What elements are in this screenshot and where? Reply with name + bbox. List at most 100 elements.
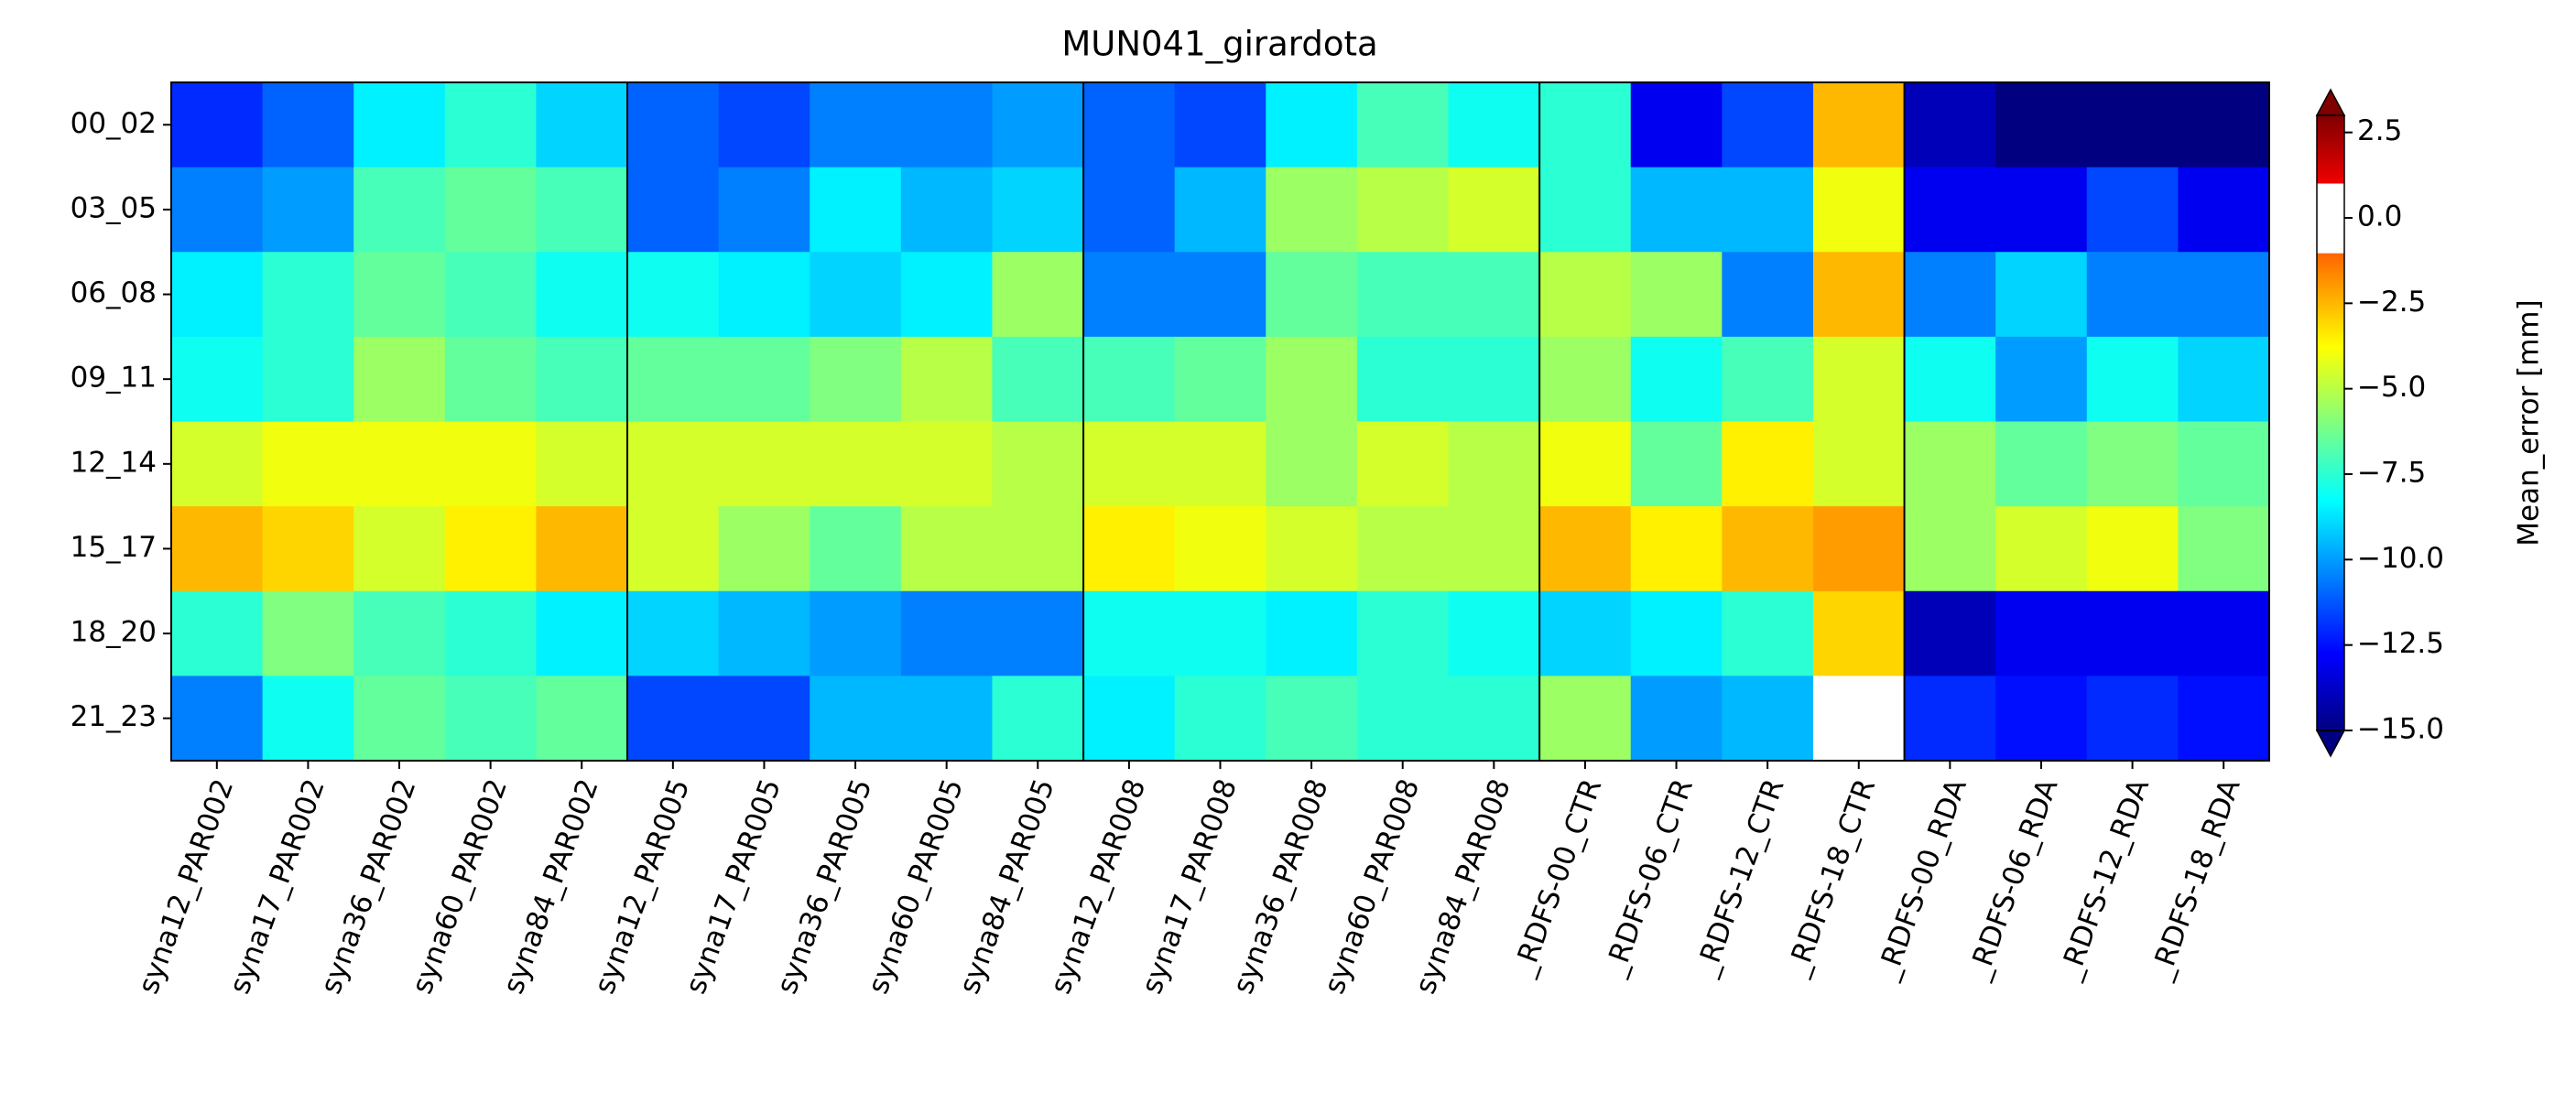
heatmap-cell xyxy=(1266,336,1358,422)
colorbar-band xyxy=(2317,566,2344,569)
colorbar-band xyxy=(2317,365,2344,369)
heatmap-cell xyxy=(444,421,537,507)
heatmap-cell xyxy=(1722,252,1814,338)
heatmap-cell xyxy=(1539,336,1632,422)
colorbar-frame xyxy=(2316,114,2345,731)
heatmap-cell xyxy=(1266,506,1358,592)
heatmap-cell xyxy=(718,506,810,592)
colorbar-band xyxy=(2317,394,2344,397)
colorbar-band xyxy=(2317,256,2344,260)
colorbar-band xyxy=(2317,519,2344,523)
heatmap-cell xyxy=(1995,676,2088,762)
colorbar-band xyxy=(2317,281,2344,285)
colorbar-band xyxy=(2317,254,2344,258)
colorbar-band xyxy=(2317,611,2344,614)
colorbar-band xyxy=(2317,347,2344,350)
colorbar-band xyxy=(2317,599,2344,602)
x-tick-label: syna17_PAR008 xyxy=(1136,774,1244,998)
heatmap-cell xyxy=(1083,506,1176,592)
colorbar-band xyxy=(2317,418,2344,422)
colorbar-band xyxy=(2317,509,2344,512)
heatmap-cell xyxy=(1083,252,1176,338)
colorbar-tick-label: −10.0 xyxy=(2357,542,2444,575)
x-tick-label: _RDFS-18_RDA xyxy=(2144,774,2247,984)
colorbar-band xyxy=(2317,460,2344,463)
heatmap-cell xyxy=(992,167,1084,253)
colorbar-band xyxy=(2317,546,2344,549)
heatmap-cell xyxy=(1904,82,1996,168)
heatmap-cell xyxy=(536,252,628,338)
colorbar-band xyxy=(2317,676,2344,680)
heatmap-cell xyxy=(2178,676,2270,762)
colorbar-band xyxy=(2317,423,2344,426)
heatmap-cell xyxy=(1356,336,1450,422)
y-tick-label: 15_17 xyxy=(71,531,157,564)
heatmap-cell xyxy=(810,506,902,592)
colorbar-band xyxy=(2317,238,2344,242)
colorbar-band xyxy=(2317,568,2344,571)
colorbar-band xyxy=(2317,287,2344,290)
heatmap-cell xyxy=(1904,506,1996,592)
colorbar-band xyxy=(2317,392,2344,395)
colorbar-band xyxy=(2317,613,2344,617)
colorbar-band xyxy=(2317,123,2344,126)
colorbar-band xyxy=(2317,451,2344,455)
x-tick-label: _RDFS-00_CTR xyxy=(1506,774,1609,981)
heatmap-cell xyxy=(1539,506,1632,592)
heatmap-cell xyxy=(536,506,628,592)
colorbar-band xyxy=(2317,306,2344,309)
colorbar-band xyxy=(2317,395,2344,399)
colorbar-band xyxy=(2317,582,2344,586)
colorbar-band xyxy=(2317,341,2344,344)
colorbar-band xyxy=(2317,322,2344,326)
x-tick-label: _RDFS-12_CTR xyxy=(1689,774,1791,981)
heatmap-cell xyxy=(810,82,902,168)
colorbar-band xyxy=(2317,207,2344,211)
heatmap-cell xyxy=(2086,167,2179,253)
heatmap-cell xyxy=(353,676,446,762)
colorbar-band xyxy=(2317,458,2344,460)
colorbar-band xyxy=(2317,668,2344,672)
x-tick-label: _RDFS-18_CTR xyxy=(1780,774,1883,981)
colorbar-band xyxy=(2317,523,2344,526)
heatmap-cell xyxy=(1448,676,1540,762)
heatmap-cell xyxy=(1174,336,1266,422)
colorbar-band xyxy=(2317,412,2344,416)
heatmap-cell xyxy=(1904,336,1996,422)
colorbar-band xyxy=(2317,248,2344,252)
heatmap-cell xyxy=(2086,590,2179,676)
colorbar-band xyxy=(2317,498,2344,502)
x-tick-label: syna60_PAR005 xyxy=(862,774,970,998)
colorbar-band xyxy=(2317,416,2344,420)
colorbar-band xyxy=(2317,646,2344,649)
colorbar-band xyxy=(2317,656,2344,660)
colorbar-band xyxy=(2317,625,2344,629)
colorbar-band xyxy=(2317,658,2344,662)
colorbar-band xyxy=(2317,660,2344,664)
heatmap-cell xyxy=(1995,590,2088,676)
colorbar-band xyxy=(2317,271,2344,275)
colorbar-band xyxy=(2317,283,2344,287)
heatmap-cell xyxy=(627,82,720,168)
colorbar-band xyxy=(2317,496,2344,500)
heatmap-cell xyxy=(536,590,628,676)
heatmap-cell xyxy=(1174,252,1266,338)
x-tick-label: syna84_PAR002 xyxy=(497,774,605,998)
heatmap-cell xyxy=(1174,506,1266,592)
heatmap-cell xyxy=(1995,252,2088,338)
colorbar-band xyxy=(2317,359,2344,362)
x-tick-label: syna84_PAR005 xyxy=(953,774,1061,998)
colorbar-band xyxy=(2317,681,2344,685)
heatmap-cell xyxy=(1083,336,1176,422)
heatmap-cell xyxy=(1630,506,1723,592)
colorbar-band xyxy=(2317,351,2344,354)
colorbar-band xyxy=(2317,463,2344,467)
colorbar-band xyxy=(2317,265,2344,268)
heatmap-cell xyxy=(900,336,993,422)
colorbar-band xyxy=(2317,675,2344,678)
heatmap-cell xyxy=(444,590,537,676)
colorbar-band xyxy=(2317,211,2344,215)
x-tick-label: _RDFS-06_CTR xyxy=(1598,774,1701,981)
heatmap-cell xyxy=(1995,167,2088,253)
heatmap-cell xyxy=(171,590,264,676)
